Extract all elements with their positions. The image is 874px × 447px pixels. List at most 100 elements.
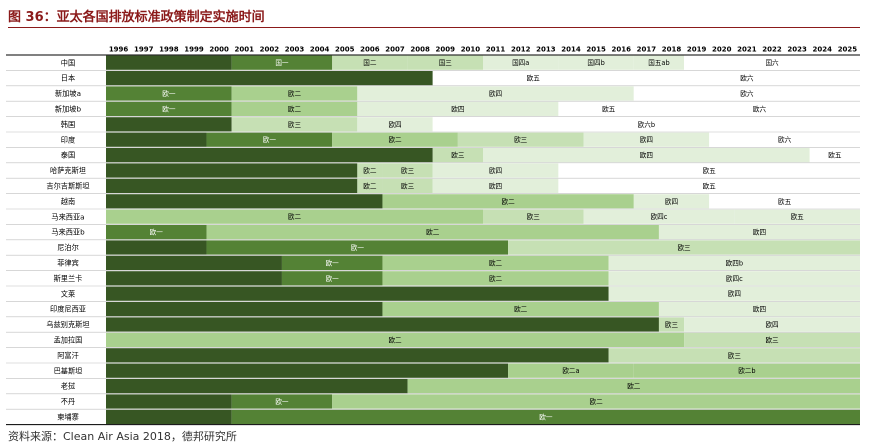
segment-label: 欧三 <box>401 166 415 175</box>
year-label: 2017 <box>637 46 657 54</box>
timeline-segment <box>633 71 860 86</box>
country-label: 哈萨克斯坦 <box>50 166 86 175</box>
country-label: 越南 <box>61 197 75 206</box>
country-label: 新加坡a <box>55 89 81 98</box>
year-label: 2003 <box>285 46 305 54</box>
year-label: 2008 <box>410 46 430 54</box>
segment-label: 欧一 <box>539 412 553 421</box>
timeline-segment <box>231 101 358 116</box>
timeline-segment <box>432 178 559 193</box>
timeline-segment <box>106 332 685 347</box>
timeline-segment <box>457 132 584 147</box>
timeline-segment <box>483 148 810 163</box>
timeline-segment <box>106 240 207 255</box>
country-label: 文莱 <box>61 289 75 298</box>
timeline-segment <box>508 363 634 378</box>
timeline-segment <box>407 55 483 70</box>
segment-label: 国二 <box>363 59 377 67</box>
segment-label: 欧二 <box>388 135 402 144</box>
timeline-segment <box>106 255 282 270</box>
segment-label: 欧四 <box>388 120 401 129</box>
timeline-segment <box>583 132 710 147</box>
timeline-segment <box>658 317 685 332</box>
segment-label: 国四b <box>587 59 604 67</box>
timeline-segment <box>357 101 559 116</box>
timeline-segment <box>106 163 358 178</box>
timeline-segment <box>558 178 860 193</box>
timeline-segment <box>558 101 659 116</box>
country-label: 印度尼西亚 <box>50 305 86 314</box>
timeline-segment <box>658 101 860 116</box>
timeline-segment <box>231 409 860 424</box>
timeline-segment <box>608 286 860 301</box>
year-label: 2012 <box>511 46 531 54</box>
segment-label: 欧五 <box>703 181 717 190</box>
timeline-segment <box>332 394 860 409</box>
timeline-segment <box>407 379 860 394</box>
year-label: 2024 <box>813 46 833 54</box>
timeline-segment <box>658 225 860 240</box>
segment-label: 欧二 <box>363 166 377 175</box>
timeline-segment <box>231 117 358 132</box>
timeline-segment <box>106 394 232 409</box>
segment-label: 欧三 <box>527 212 541 221</box>
country-label: 孟加拉国 <box>54 336 83 345</box>
segment-label: 欧一 <box>162 89 176 98</box>
timeline-segment <box>281 255 383 270</box>
timeline-segment <box>558 163 860 178</box>
country-label: 韩国 <box>61 120 75 129</box>
year-label: 2022 <box>762 46 782 54</box>
timeline-segment <box>106 209 483 224</box>
timeline-segment <box>382 194 634 209</box>
timeline-segment <box>106 71 433 86</box>
timeline-segment <box>357 178 383 193</box>
year-label: 2001 <box>234 46 254 54</box>
country-label: 新加坡b <box>55 105 82 114</box>
year-label: 2000 <box>209 46 229 54</box>
segment-label: 欧五 <box>791 212 805 221</box>
timeline-segment <box>608 255 860 270</box>
segment-label: 欧二 <box>288 104 302 113</box>
timeline-segment <box>357 86 634 101</box>
timeline-segment <box>206 132 333 147</box>
segment-label: 欧二 <box>288 89 302 98</box>
segment-label: 欧二 <box>489 274 503 283</box>
timeline-segment <box>332 55 408 70</box>
segment-label: 欧三 <box>451 151 465 160</box>
segment-label: 欧四 <box>489 166 502 175</box>
segment-label: 欧一 <box>162 104 176 113</box>
timeline-segment <box>382 255 609 270</box>
timeline-segment <box>106 379 408 394</box>
year-label: 2011 <box>486 46 506 54</box>
timeline-segment <box>106 363 509 378</box>
country-label: 中国 <box>61 58 75 67</box>
timeline-segment <box>633 86 860 101</box>
timeline-segment <box>684 317 860 332</box>
timeline-segment <box>508 240 860 255</box>
year-label: 2009 <box>436 46 456 54</box>
segment-label: 欧一 <box>263 135 277 144</box>
segment-label: 欧二a <box>562 366 579 375</box>
country-label: 老挝 <box>61 382 75 391</box>
timeline-segment <box>658 302 860 317</box>
timeline-segment <box>106 86 232 101</box>
segment-label: 欧四b <box>726 258 743 267</box>
source-note: 资料来源：Clean Air Asia 2018，德邦研究所 <box>8 430 237 443</box>
year-label: 2014 <box>561 46 581 54</box>
country-label: 乌兹别克斯坦 <box>46 320 89 329</box>
timeline-segment <box>734 209 860 224</box>
timeline-segment <box>684 332 860 347</box>
year-label: 2013 <box>536 46 556 54</box>
segment-label: 欧五 <box>527 74 541 83</box>
year-label: 1997 <box>134 46 154 54</box>
year-label: 2007 <box>385 46 405 54</box>
segment-label: 欧二 <box>489 258 503 267</box>
timeline-segment <box>709 194 860 209</box>
title-rule <box>8 27 860 28</box>
timeline-segment <box>206 240 509 255</box>
timeline-segment <box>106 302 383 317</box>
timeline-segment <box>558 55 634 70</box>
timeline-segment <box>106 194 383 209</box>
segment-label: 欧四c <box>651 212 668 221</box>
